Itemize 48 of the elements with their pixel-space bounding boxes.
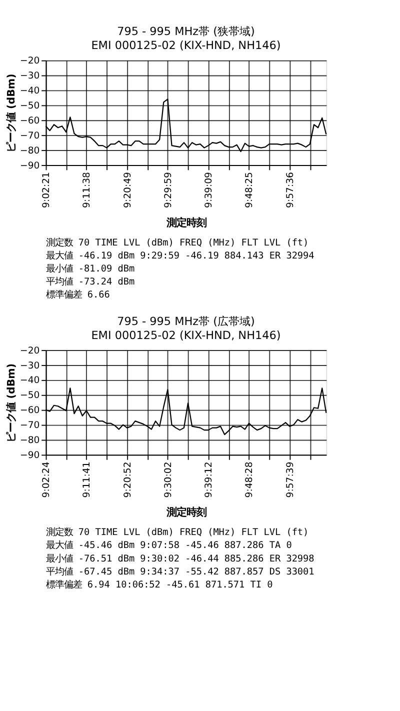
y-tick-label: −30 xyxy=(20,360,40,372)
y-tick-label: −20 xyxy=(20,56,40,67)
y-tick-label: −60 xyxy=(20,115,40,126)
y-tick-label: −20 xyxy=(20,345,40,356)
x-tick-label: 9:48:25 xyxy=(244,172,256,208)
y-tick-label: −50 xyxy=(20,390,40,402)
y-tick-label: −90 xyxy=(20,450,40,461)
text: 最大値 -45.46 dBm 9:07:58 -45.46 887.286 TA 0 xyxy=(46,540,292,552)
x-tick-label: 9:57:36 xyxy=(284,172,296,208)
y-tick-label: −50 xyxy=(20,100,40,112)
x-axis-title: 測定時刻 xyxy=(165,506,206,519)
text: 標準偏差 6.94 10:06:52 -45.61 871.571 TI 0 xyxy=(46,579,274,590)
y-tick-label: −90 xyxy=(20,160,40,172)
text: 測定数 70 TIME LVL (dBm) FREQ (MHz) FLT LVL (ft) xyxy=(46,527,309,538)
x-tick-label: 9:57:39 xyxy=(284,462,296,498)
text: 測定数 70 TIME LVL (dBm) FREQ (MHz) FLT LVL (ft) xyxy=(46,237,309,248)
text: 最小値 -76.51 dBm 9:30:02 -46.44 885.286 ER 32998 xyxy=(46,553,315,564)
y-tick-label: −70 xyxy=(20,130,40,142)
x-axis-title: 測定時刻 xyxy=(165,216,206,229)
chart-title: 795 - 995 MHz帯 (狭帯域) xyxy=(117,25,255,38)
chart-subtitle: EMI 000125-02 (KIX-HND, NH146) xyxy=(91,328,281,342)
y-tick-label: −70 xyxy=(20,420,40,432)
x-tick-label: 9:39:09 xyxy=(204,172,215,208)
y-tick-label: −30 xyxy=(20,70,40,82)
y-tick-label: −60 xyxy=(20,405,40,416)
y-tick-label: −40 xyxy=(20,375,40,386)
text: 平均値 -67.45 dBm 9:34:37 -55.42 887.857 DS 33001 xyxy=(46,566,314,578)
x-tick-label: 9:30:02 xyxy=(162,462,174,498)
x-tick-label: 9:39:12 xyxy=(204,462,215,498)
chart-title: 795 - 995 MHz帯 (広帯域) xyxy=(117,314,255,328)
x-tick-label: 9:20:49 xyxy=(122,172,134,208)
y-tick-label: −80 xyxy=(20,435,40,446)
x-tick-label: 9:20:52 xyxy=(122,462,134,498)
y-axis-title: ピーク値 (dBm) xyxy=(5,363,18,442)
text: 最小値 -81.09 dBm xyxy=(46,264,135,275)
text: 標準偏差 6.66 xyxy=(46,290,110,301)
y-tick-label: −80 xyxy=(20,145,40,156)
text: 平均値 -73.24 dBm xyxy=(46,276,135,288)
x-tick-label: 9:48:28 xyxy=(244,462,256,498)
x-tick-label: 9:11:41 xyxy=(82,462,93,498)
text: 最大値 -46.19 dBm 9:29:59 -46.19 884.143 ER 32994 xyxy=(46,250,315,262)
x-tick-label: 9:11:38 xyxy=(82,172,93,208)
x-tick-label: 9:02:24 xyxy=(41,462,52,498)
x-tick-label: 9:02:21 xyxy=(41,172,52,208)
y-axis-title: ピーク値 (dBm) xyxy=(5,74,18,153)
y-tick-label: −40 xyxy=(20,86,40,97)
chart-subtitle: EMI 000125-02 (KIX-HND, NH146) xyxy=(91,39,281,52)
x-tick-label: 9:29:59 xyxy=(162,172,174,208)
